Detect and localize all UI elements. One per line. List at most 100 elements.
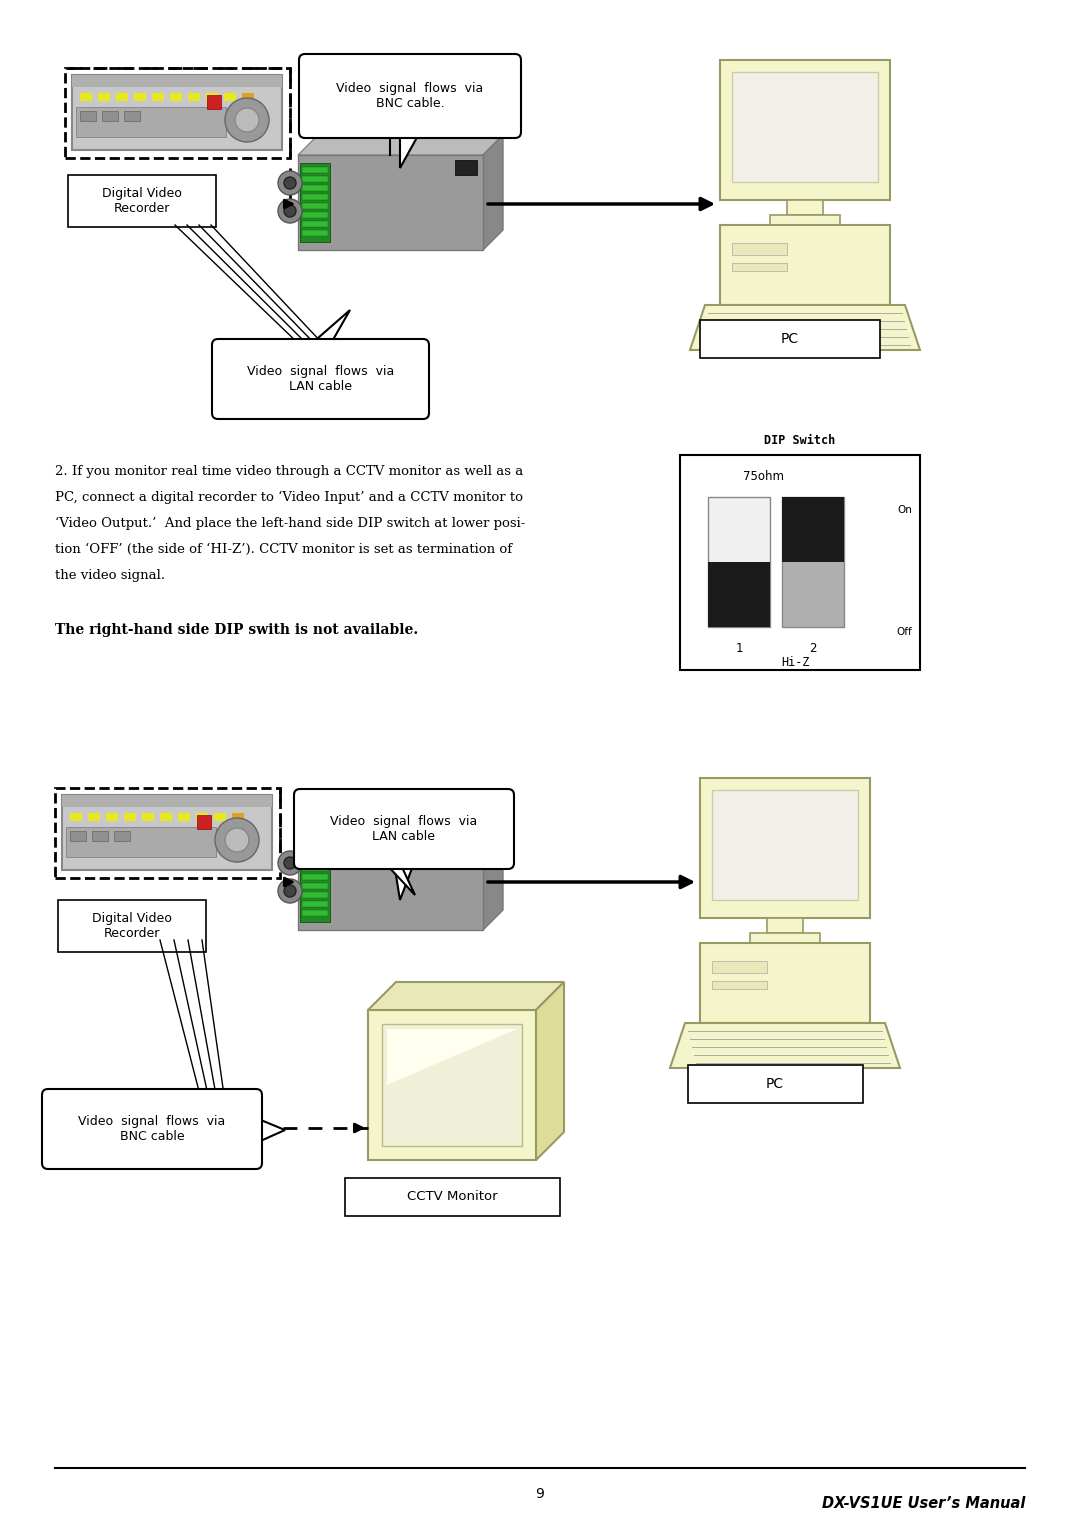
Polygon shape <box>670 1024 900 1068</box>
Text: 75ohm: 75ohm <box>743 471 784 483</box>
Bar <box>134 93 146 101</box>
Circle shape <box>235 108 259 131</box>
Text: Hi-Z: Hi-Z <box>781 656 809 669</box>
Text: CCTV Monitor: CCTV Monitor <box>407 1190 497 1204</box>
Polygon shape <box>298 834 483 931</box>
Bar <box>455 160 477 176</box>
Bar <box>106 813 118 821</box>
Polygon shape <box>311 345 330 413</box>
Bar <box>302 185 328 191</box>
Bar <box>92 831 108 840</box>
Text: On: On <box>897 504 912 515</box>
Bar <box>302 911 328 915</box>
Polygon shape <box>536 983 564 1160</box>
Circle shape <box>278 199 302 223</box>
Bar <box>302 212 328 219</box>
Bar <box>102 112 118 121</box>
Bar <box>206 93 218 101</box>
Bar <box>87 813 100 821</box>
Bar <box>700 319 880 358</box>
Bar <box>302 231 328 235</box>
Text: PC: PC <box>781 332 799 345</box>
Text: 9: 9 <box>536 1487 544 1500</box>
Bar <box>242 93 254 101</box>
Circle shape <box>284 177 296 189</box>
FancyBboxPatch shape <box>299 53 521 138</box>
Bar <box>72 75 282 87</box>
Bar <box>302 865 328 871</box>
Polygon shape <box>310 310 350 345</box>
Polygon shape <box>256 1118 285 1143</box>
Bar <box>712 981 767 989</box>
Text: DIP Switch: DIP Switch <box>765 434 836 448</box>
Bar <box>207 95 221 108</box>
Bar <box>345 1178 561 1216</box>
Bar <box>782 497 843 626</box>
Text: Video  signal  flows  via
BNC cable.: Video signal flows via BNC cable. <box>336 83 484 110</box>
Bar <box>195 813 208 821</box>
Bar <box>302 892 328 898</box>
Bar <box>178 813 190 821</box>
Bar <box>302 203 328 209</box>
Bar <box>70 831 86 840</box>
Bar <box>65 69 291 157</box>
Bar <box>80 112 96 121</box>
Circle shape <box>284 857 296 869</box>
Bar <box>70 813 82 821</box>
Polygon shape <box>483 134 503 251</box>
Bar <box>782 497 843 562</box>
Bar <box>720 225 890 306</box>
Bar <box>224 93 237 101</box>
Bar <box>55 788 280 879</box>
Circle shape <box>225 98 269 142</box>
Text: tion ‘OFF’ (the side of ‘HI-Z’). CCTV monitor is set as termination of: tion ‘OFF’ (the side of ‘HI-Z’). CCTV mo… <box>55 542 512 556</box>
Polygon shape <box>368 983 564 1010</box>
Text: The right-hand side DIP swith is not available.: The right-hand side DIP swith is not ava… <box>55 623 418 637</box>
Circle shape <box>278 171 302 196</box>
Bar <box>708 562 770 626</box>
Text: PC, connect a digital recorder to ‘Video Input’ and a CCTV monitor to: PC, connect a digital recorder to ‘Video… <box>55 490 523 504</box>
Bar <box>141 813 154 821</box>
Bar <box>680 455 920 669</box>
Text: DX-VS1UE User’s Manual: DX-VS1UE User’s Manual <box>822 1496 1025 1511</box>
Bar <box>750 934 820 943</box>
Text: Video  signal  flows  via
LAN cable: Video signal flows via LAN cable <box>330 814 477 843</box>
Text: Video  signal  flows  via
LAN cable: Video signal flows via LAN cable <box>247 365 394 393</box>
Bar <box>58 900 206 952</box>
Bar <box>300 163 330 241</box>
Bar <box>767 918 804 934</box>
Bar <box>732 243 787 255</box>
Polygon shape <box>384 863 415 895</box>
Bar <box>188 93 200 101</box>
Bar <box>700 943 870 1024</box>
Text: Digital Video
Recorder: Digital Video Recorder <box>103 186 181 215</box>
Bar <box>62 795 272 807</box>
Bar <box>72 75 282 150</box>
Bar <box>688 1065 863 1103</box>
Bar <box>382 1024 522 1146</box>
Bar <box>170 93 183 101</box>
Polygon shape <box>690 306 920 350</box>
Bar <box>66 827 216 857</box>
Text: Digital Video
Recorder: Digital Video Recorder <box>92 912 172 940</box>
Bar <box>302 874 328 880</box>
Text: PC: PC <box>766 1077 784 1091</box>
Bar <box>68 176 216 228</box>
Bar <box>732 263 787 270</box>
Bar <box>712 790 858 900</box>
Polygon shape <box>400 131 420 168</box>
Text: ‘Video Output.’  And place the left-hand side DIP switch at lower posi-: ‘Video Output.’ And place the left-hand … <box>55 516 525 530</box>
Bar <box>732 72 878 182</box>
Bar <box>787 200 823 215</box>
Bar <box>232 813 244 821</box>
Polygon shape <box>141 1128 240 1163</box>
Circle shape <box>278 851 302 876</box>
Bar <box>302 222 328 228</box>
Circle shape <box>284 205 296 217</box>
Bar <box>770 215 840 225</box>
Bar <box>214 813 226 821</box>
Bar <box>197 814 211 830</box>
Text: 2: 2 <box>809 642 816 654</box>
Bar <box>302 883 328 889</box>
Polygon shape <box>298 814 503 834</box>
